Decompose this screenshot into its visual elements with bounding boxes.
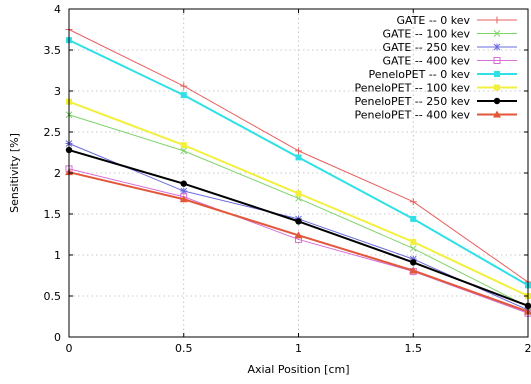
series-2-point-3 [409, 255, 417, 263]
series-6-point-1 [180, 180, 187, 187]
legend-marker-6 [493, 97, 501, 105]
x-tick-label-2: 1 [295, 342, 302, 355]
legend-item-7: PeneloPET -- 400 kev [354, 109, 517, 122]
legend-label-4: PeneloPET -- 0 kev [368, 68, 470, 81]
series-5-point-2 [295, 190, 302, 197]
series-7-point-2 [294, 231, 303, 239]
legend-label-7: PeneloPET -- 400 kev [354, 109, 470, 122]
legend-item-0: GATE -- 0 kev [396, 14, 517, 27]
y-tick-label-8: 4 [54, 3, 61, 16]
series-4-point-3 [410, 215, 417, 222]
series-6-point-3 [410, 259, 417, 266]
series-4-point-2 [295, 154, 302, 161]
series-0-point-3 [409, 198, 417, 206]
series-4-point-1 [180, 92, 187, 99]
axis-ticks: 0 0.5 1 1.5 2 2.5 3 3.5 4 0 0.5 1 1.5 2 [44, 3, 531, 355]
y-tick-label-6: 3 [54, 85, 61, 98]
legend-item-5: PeneloPET -- 100 kev [354, 82, 517, 95]
y-tick-label-7: 3.5 [44, 44, 62, 57]
series-7-point-1 [179, 195, 188, 203]
series-5-point-3 [410, 238, 417, 245]
legend-marker-3 [493, 57, 501, 64]
legend-marker-1 [493, 30, 501, 37]
legend-item-4: PeneloPET -- 0 kev [368, 68, 517, 81]
y-tick-label-1: 0.5 [44, 290, 62, 303]
y-tick-label-2: 1 [54, 249, 61, 262]
series-0-point-1 [180, 82, 188, 90]
legend-marker-2 [493, 43, 501, 51]
legend-label-1: GATE -- 100 kev [382, 28, 470, 41]
legend-item-2: GATE -- 250 kev [382, 41, 517, 54]
legend-label-6: PeneloPET -- 250 kev [354, 95, 470, 108]
series-1-point-3 [409, 245, 417, 252]
legend-label-0: GATE -- 0 kev [396, 14, 470, 27]
y-tick-label-4: 2 [54, 167, 61, 180]
legend-marker-0 [493, 16, 501, 24]
legend-label-5: PeneloPET -- 100 kev [354, 82, 470, 95]
series-line-3 [68, 168, 529, 314]
legend-marker-4 [494, 71, 500, 77]
x-tick-label-3: 1.5 [405, 342, 423, 355]
series-7-point-3 [409, 266, 418, 274]
series-0-point-2 [295, 147, 302, 155]
legend-marker-7 [493, 110, 501, 118]
legend-item-3: GATE -- 400 kev [382, 55, 517, 68]
y-tick-label-3: 1.5 [44, 208, 62, 221]
y-tick-label-0: 0 [54, 331, 61, 344]
legend-marker-5 [494, 84, 500, 91]
series-1-point-1 [180, 147, 188, 155]
x-tick-label-4: 2 [525, 342, 531, 355]
x-tick-label-0: 0 [66, 342, 73, 355]
series-6-point-2 [295, 218, 302, 225]
legend-label-2: GATE -- 250 kev [382, 41, 470, 54]
legend-item-1: GATE -- 100 kev [382, 28, 517, 41]
legend-label-3: GATE -- 400 kev [382, 55, 470, 68]
series-2-point-1 [180, 187, 188, 195]
x-axis-title: Axial Position [cm] [247, 363, 349, 376]
legend-item-6: PeneloPET -- 250 kev [354, 95, 517, 108]
series-5-point-1 [180, 142, 187, 149]
y-tick-label-5: 2.5 [44, 126, 62, 139]
y-axis-title: Sensitivity [%] [8, 133, 21, 213]
x-tick-label-1: 0.5 [175, 342, 193, 355]
